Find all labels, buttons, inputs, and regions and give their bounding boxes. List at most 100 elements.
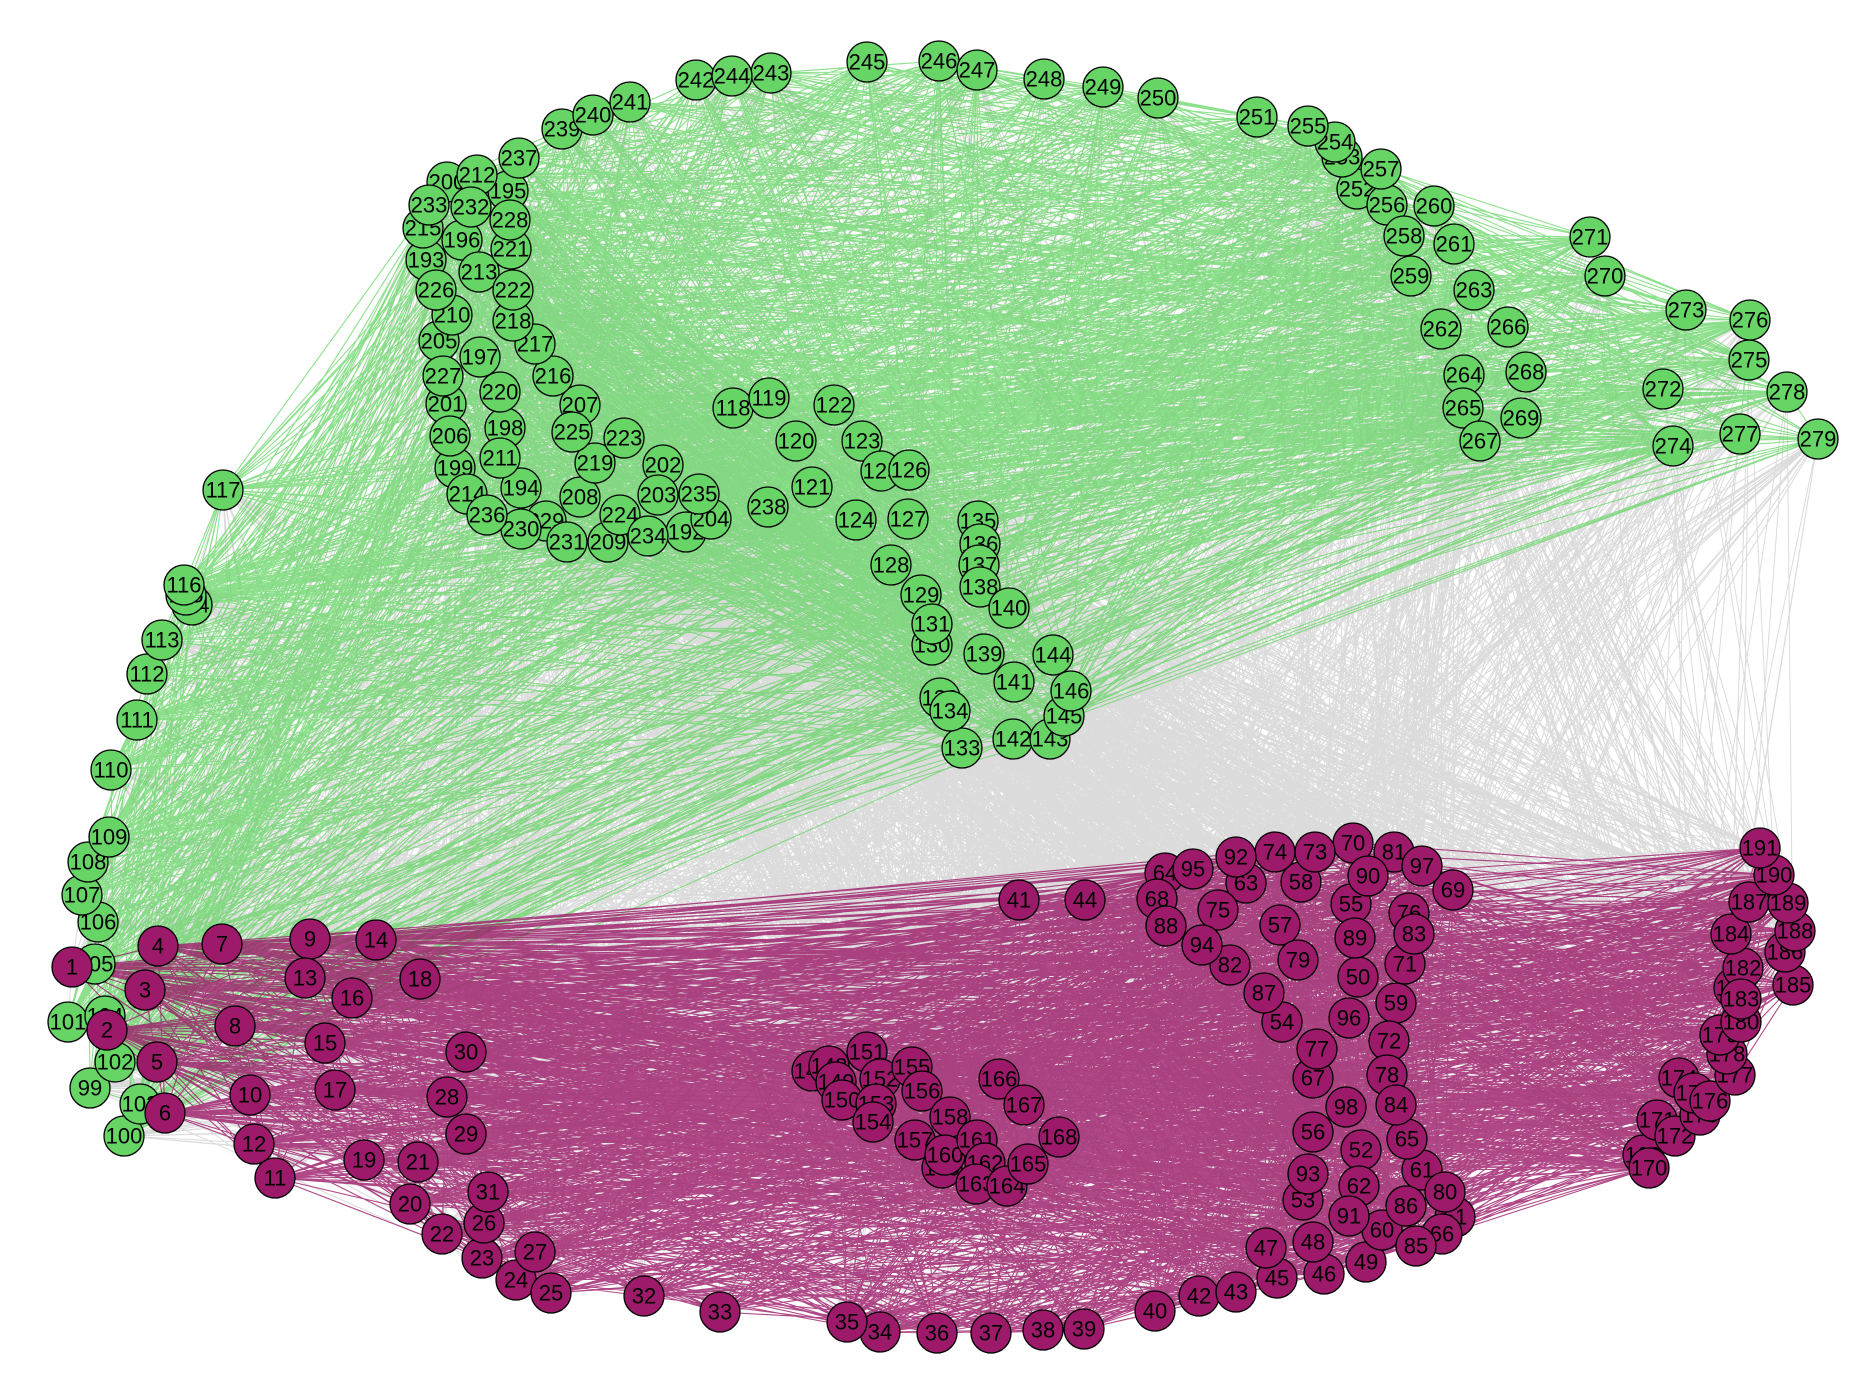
node-label: 271 — [1572, 225, 1609, 250]
graph-node: 208 — [559, 476, 601, 518]
node-circle — [1325, 1086, 1367, 1128]
node-label: 8 — [229, 1014, 241, 1039]
node-label: 251 — [1239, 105, 1276, 130]
node-label: 222 — [495, 278, 532, 303]
node-label: 109 — [91, 825, 128, 850]
graph-node: 95 — [1172, 848, 1214, 890]
node-circle — [599, 494, 641, 536]
graph-node: 197 — [459, 336, 501, 378]
node-label: 156 — [904, 1079, 941, 1104]
node-circle — [466, 494, 508, 536]
node-circle — [1433, 223, 1475, 265]
node-label: 90 — [1356, 864, 1380, 889]
node-circle — [1642, 368, 1684, 410]
graph-node: 213 — [458, 251, 500, 293]
node-label: 17 — [323, 1078, 347, 1103]
node-label: 182 — [1725, 956, 1762, 981]
node-label: 110 — [93, 758, 128, 783]
graph-node: 48 — [1292, 1221, 1334, 1263]
graph-node: 9 — [289, 918, 331, 960]
node-label: 43 — [1224, 1280, 1248, 1305]
node-label: 3 — [139, 978, 151, 1003]
node-label: 257 — [1363, 157, 1400, 182]
node-label: 102 — [97, 1050, 134, 1075]
graph-node: 113 — [141, 619, 183, 661]
graph-node: 166 — [978, 1058, 1020, 1100]
graph-node: 241 — [609, 81, 651, 123]
node-circle — [959, 566, 1001, 608]
node-circle — [1584, 255, 1626, 297]
node-label: 36 — [925, 1321, 949, 1346]
node-label: 10 — [238, 1083, 262, 1108]
node-circle — [841, 420, 883, 462]
graph-node: 54 — [1261, 1001, 1303, 1043]
node-circle — [489, 199, 531, 241]
node-label: 263 — [1456, 278, 1493, 303]
node-label: 259 — [1393, 264, 1430, 289]
node-circle — [1413, 185, 1455, 227]
graph-node: 240 — [572, 94, 614, 136]
node-circle — [623, 1275, 665, 1317]
graph-node: 44 — [1064, 879, 1106, 921]
node-label: 24 — [504, 1268, 528, 1293]
node-circle — [1328, 997, 1370, 1039]
node-label: 117 — [205, 478, 240, 503]
graph-node: 89 — [1334, 917, 1376, 959]
node-circle — [498, 137, 540, 179]
node-circle — [574, 442, 616, 484]
node-label: 59 — [1384, 991, 1408, 1016]
graph-node: 34 — [859, 1311, 901, 1353]
graph-node: 158 — [929, 1096, 971, 1138]
node-label: 6 — [159, 1101, 171, 1126]
graph-node: 107 — [61, 874, 103, 916]
graph-node: 141 — [993, 661, 1035, 703]
node-label: 129 — [903, 583, 940, 608]
graph-node: 23 — [461, 1237, 503, 1279]
node-circle — [429, 415, 471, 457]
graph-node: 201 — [425, 383, 467, 425]
node-label: 88 — [1154, 914, 1178, 939]
graph-node: 272 — [1642, 368, 1684, 410]
node-label: 20 — [398, 1192, 422, 1217]
node-label: 278 — [1769, 380, 1806, 405]
node-label: 46 — [1312, 1262, 1336, 1287]
graph-node: 88 — [1145, 905, 1187, 947]
node-label: 268 — [1508, 360, 1545, 385]
node-circle — [492, 269, 534, 311]
node-label: 194 — [503, 476, 540, 501]
node-label: 208 — [562, 485, 599, 510]
graph-node: 279 — [1797, 418, 1839, 460]
node-label: 52 — [1349, 1138, 1373, 1163]
node-label: 142 — [995, 727, 1032, 752]
node-label: 160 — [927, 1143, 964, 1168]
node-label: 275 — [1731, 348, 1768, 373]
node-circle — [970, 1312, 1012, 1354]
node-label: 98 — [1334, 1095, 1358, 1120]
node-label: 97 — [1410, 854, 1434, 879]
graph-node: 139 — [963, 633, 1005, 675]
node-circle — [1181, 924, 1223, 966]
node-circle — [1689, 1080, 1731, 1122]
node-circle — [1296, 1028, 1338, 1070]
node-label: 262 — [1423, 317, 1460, 342]
node-label: 233 — [411, 193, 448, 218]
graph-node: 165 — [1007, 1143, 1049, 1185]
node-label: 67 — [1301, 1066, 1325, 1091]
node-label: 127 — [890, 507, 927, 532]
graph-node: 219 — [574, 442, 616, 484]
graph-node: 206 — [429, 415, 471, 457]
node-circle — [826, 1301, 868, 1343]
graph-node: 226 — [415, 269, 457, 311]
node-circle — [397, 1141, 439, 1183]
node-label: 198 — [487, 416, 524, 441]
node-circle — [1292, 1111, 1334, 1153]
graph-node: 119 — [748, 377, 790, 419]
node-label: 270 — [1587, 264, 1624, 289]
node-circle — [1236, 96, 1278, 138]
graph-node: 98 — [1325, 1086, 1367, 1128]
node-circle — [1007, 1143, 1049, 1185]
graph-node: 127 — [887, 498, 929, 540]
graph-node: 249 — [1082, 66, 1124, 108]
node-label: 116 — [166, 573, 201, 598]
node-label: 34 — [868, 1320, 892, 1345]
